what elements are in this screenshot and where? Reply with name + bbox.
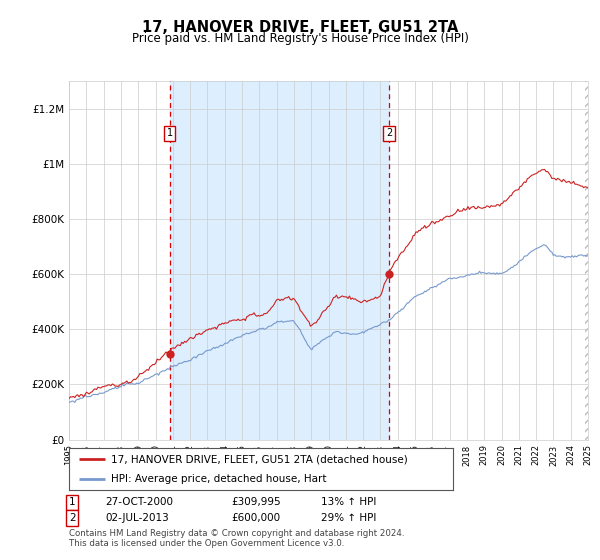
Text: 13% ↑ HPI: 13% ↑ HPI <box>321 497 376 507</box>
Text: £309,995: £309,995 <box>231 497 281 507</box>
Bar <box>170 81 389 440</box>
Text: 1: 1 <box>167 128 173 138</box>
Text: 17, HANOVER DRIVE, FLEET, GU51 2TA (detached house): 17, HANOVER DRIVE, FLEET, GU51 2TA (deta… <box>111 454 408 464</box>
Text: This data is licensed under the Open Government Licence v3.0.: This data is licensed under the Open Gov… <box>69 539 344 548</box>
Text: 17, HANOVER DRIVE, FLEET, GU51 2TA: 17, HANOVER DRIVE, FLEET, GU51 2TA <box>142 20 458 35</box>
Text: £600,000: £600,000 <box>231 513 280 523</box>
Text: HPI: Average price, detached house, Hart: HPI: Average price, detached house, Hart <box>111 474 327 484</box>
Text: 27-OCT-2000: 27-OCT-2000 <box>105 497 173 507</box>
Text: 2: 2 <box>69 513 76 523</box>
Text: 2: 2 <box>386 128 392 138</box>
Text: 02-JUL-2013: 02-JUL-2013 <box>105 513 169 523</box>
Text: Price paid vs. HM Land Registry's House Price Index (HPI): Price paid vs. HM Land Registry's House … <box>131 32 469 45</box>
Text: 1: 1 <box>69 497 76 507</box>
Text: 29% ↑ HPI: 29% ↑ HPI <box>321 513 376 523</box>
Bar <box>585 81 588 440</box>
Text: Contains HM Land Registry data © Crown copyright and database right 2024.: Contains HM Land Registry data © Crown c… <box>69 529 404 538</box>
